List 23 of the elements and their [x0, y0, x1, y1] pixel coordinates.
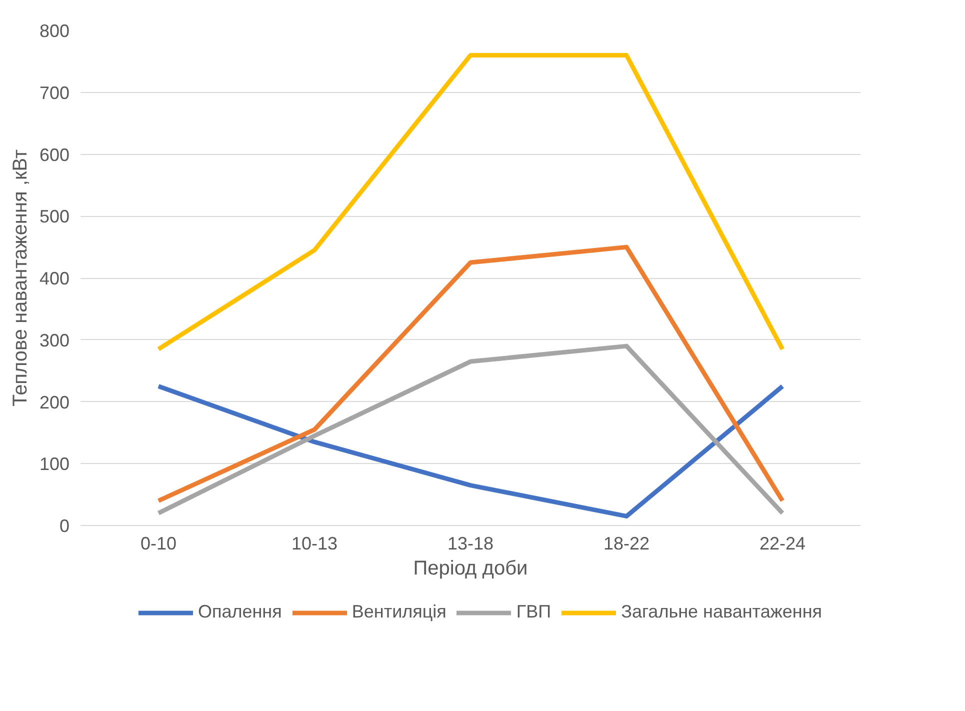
y-tick-label: 700 — [39, 82, 70, 103]
y-tick-label: 400 — [39, 268, 70, 288]
y-tick-label: 0 — [59, 516, 70, 536]
x-tick-label: 0-10 — [140, 534, 177, 554]
x-tick-label: 22-24 — [759, 534, 806, 554]
line-series — [156, 344, 785, 516]
x-axis-title: Період доби — [413, 558, 528, 580]
line-series — [156, 244, 785, 503]
y-tick-label: 100 — [39, 454, 70, 474]
y-tick-label: 300 — [39, 330, 70, 350]
x-tick-label: 13-18 — [447, 534, 494, 554]
legend-label: Опалення — [198, 602, 282, 622]
line-series — [156, 384, 785, 518]
y-axis-title: Теплове навантаження ,кВт — [9, 149, 32, 407]
y-tick-label: 500 — [39, 206, 70, 227]
x-tick-label: 10-13 — [291, 534, 338, 554]
legend-label: ГВП — [516, 602, 552, 622]
y-tick-label: 600 — [39, 144, 70, 165]
x-tick-label: 18-22 — [603, 534, 650, 554]
legend-label: Загальне навантаження — [621, 602, 822, 622]
y-tick-label: 800 — [39, 21, 70, 41]
y-tick-label: 200 — [39, 392, 70, 412]
legend-label: Вентиляція — [352, 602, 446, 622]
